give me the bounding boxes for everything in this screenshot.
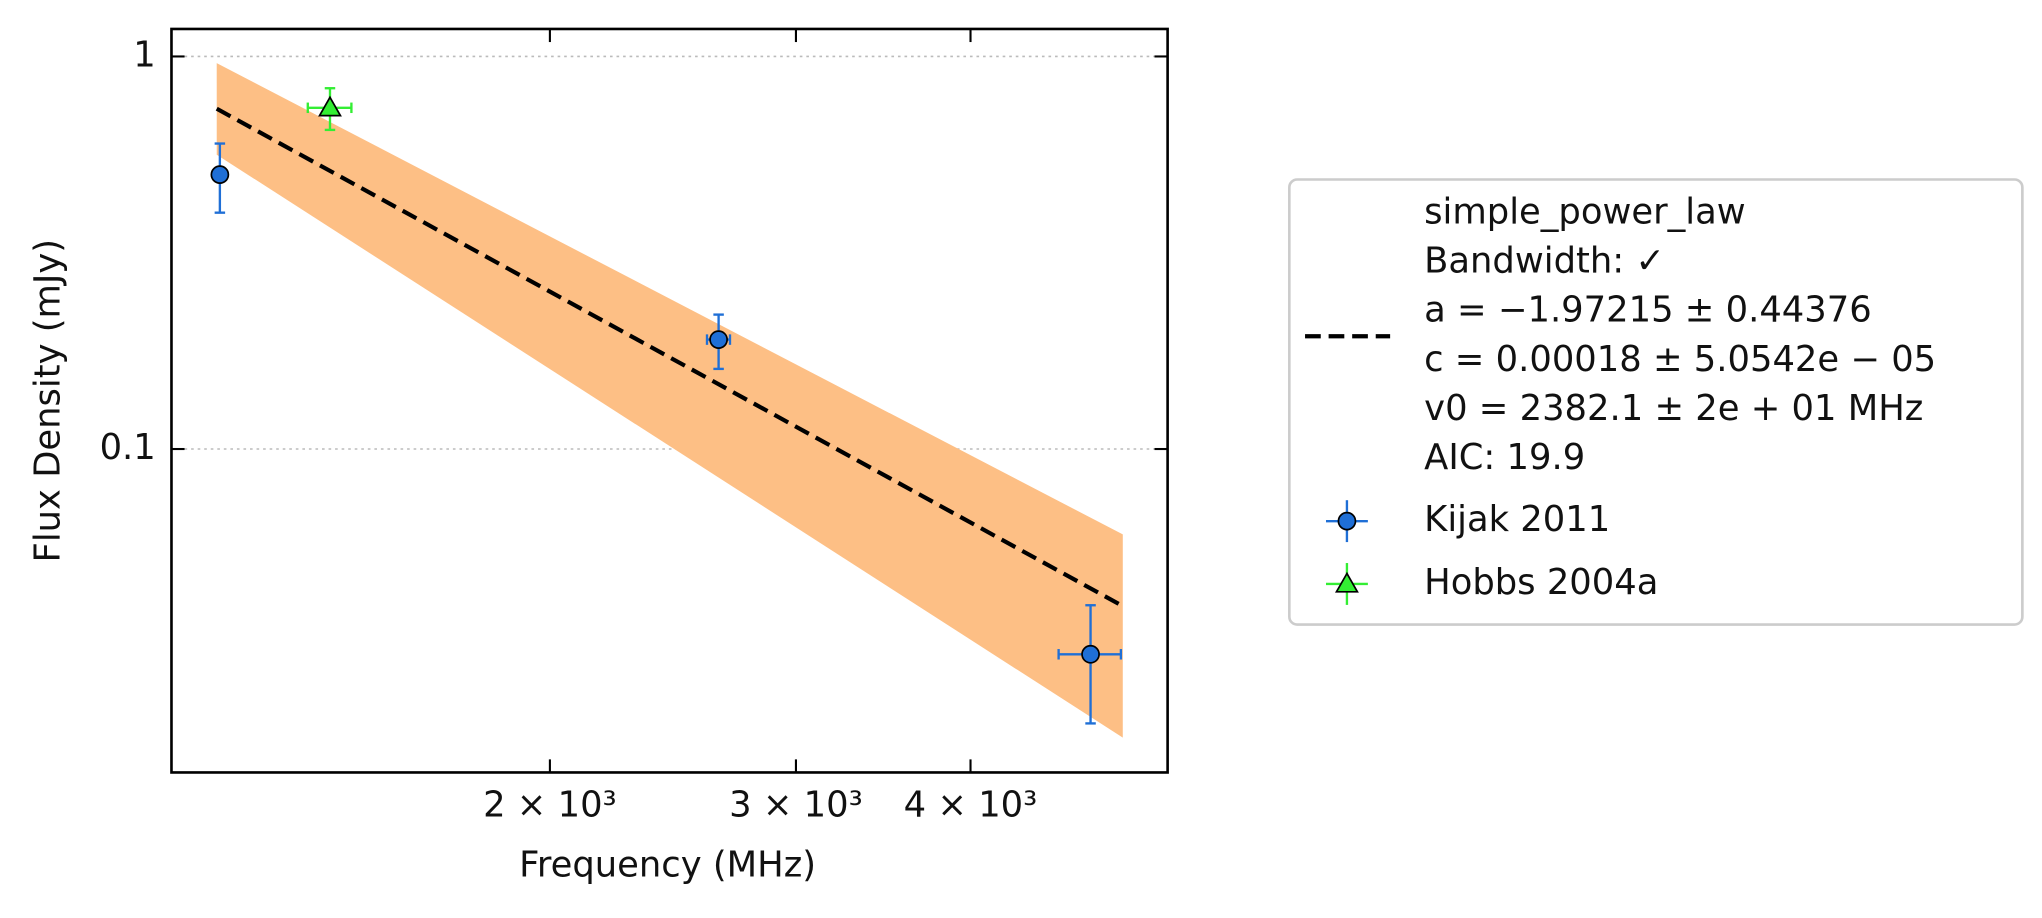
legend-label: a = −1.97215 ± 0.44376 bbox=[1424, 290, 1872, 331]
data-point bbox=[318, 95, 342, 117]
x-tick-label: 3 × 10³ bbox=[729, 784, 863, 825]
legend-label: c = 0.00018 ± 5.0542e − 05 bbox=[1424, 339, 1936, 380]
legend-label: v0 = 2382.1 ± 2e + 01 MHz bbox=[1424, 388, 1923, 429]
fit-band bbox=[216, 63, 1123, 738]
legend-marker bbox=[1337, 511, 1357, 531]
legend-label: Kijak 2011 bbox=[1424, 499, 1610, 540]
legend-box bbox=[1288, 178, 2024, 626]
y-axis-label: Flux Density (mJy) bbox=[28, 239, 69, 563]
x-tick-label: 4 × 10³ bbox=[904, 784, 1038, 825]
legend-label: Bandwidth: ✓ bbox=[1424, 241, 1665, 282]
legend-label: Hobbs 2004a bbox=[1424, 562, 1658, 603]
legend-label: AIC: 19.9 bbox=[1424, 437, 1585, 478]
data-point bbox=[1081, 644, 1100, 664]
data-point bbox=[210, 165, 230, 184]
data-point bbox=[709, 330, 728, 349]
legend-marker bbox=[1334, 571, 1359, 593]
y-tick-label: 0.1 bbox=[100, 427, 156, 468]
x-axis-label: Frequency (MHz) bbox=[519, 845, 816, 886]
x-tick-label: 2 × 10³ bbox=[483, 784, 617, 825]
fit-line bbox=[215, 106, 1124, 608]
plot-frame bbox=[170, 27, 1169, 774]
legend-label: simple_power_law bbox=[1424, 192, 1746, 233]
y-tick-label: 1 bbox=[133, 34, 155, 75]
